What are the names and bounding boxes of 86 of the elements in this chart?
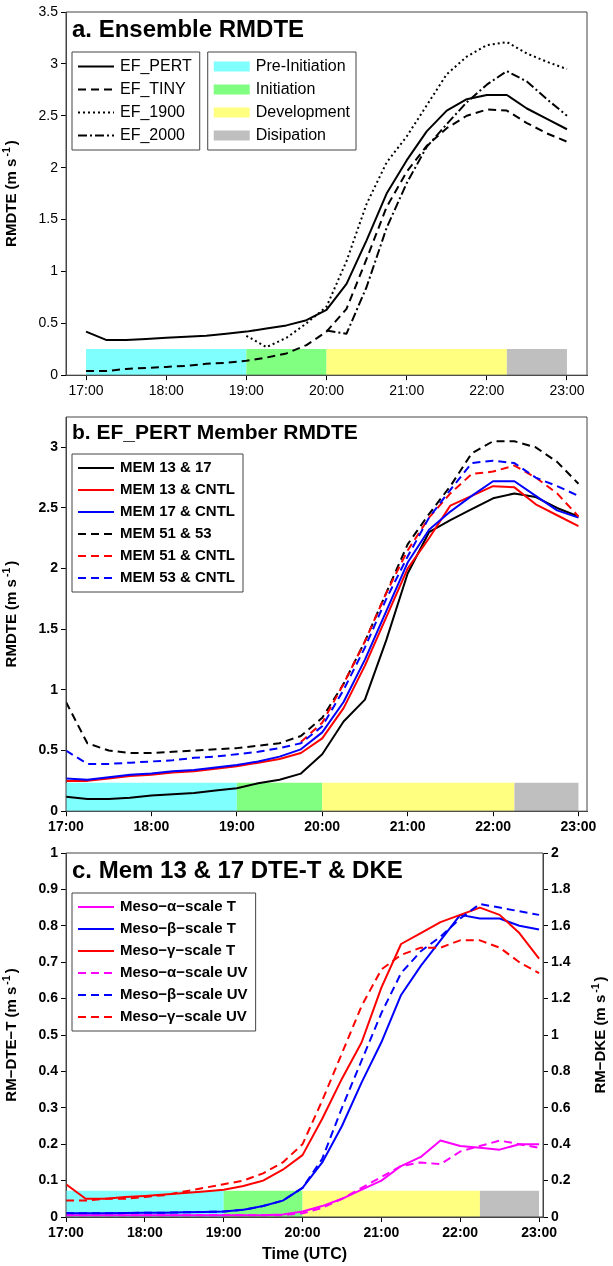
y-tick-label: 1: [50, 843, 59, 860]
y2-tick-label: 0: [551, 1207, 559, 1224]
legend-label: Meso−γ−scale T: [120, 941, 236, 959]
legend-label: EF_TINY: [120, 79, 187, 98]
x-tick-label: 19:00: [218, 818, 255, 835]
y-tick-label: 2.5: [38, 498, 59, 515]
x-tick-label: 17:00: [48, 1224, 85, 1241]
y2-axis-title: RM−DKE (m s-1): [588, 976, 609, 1094]
y-tick-label: 3: [50, 54, 59, 71]
y-tick-label: 1.5: [38, 210, 59, 227]
chart-title: b. EF_PERT Member RMDTE: [72, 420, 358, 444]
x-tick-label: 18:00: [126, 1224, 163, 1241]
x-tick-label: 18:00: [148, 382, 184, 399]
y-tick-label: 0.2: [38, 1135, 59, 1152]
y-tick-label: 0.8: [38, 916, 59, 933]
legend-label: Development: [255, 102, 351, 120]
y-tick-label: 0.9: [38, 880, 59, 897]
legend-label: EF_2000: [120, 125, 186, 144]
legend-label: MEM 51 & 53: [120, 524, 212, 542]
x-tick-label: 18:00: [133, 818, 170, 835]
y-tick-label: 0.3: [38, 1098, 59, 1115]
x-tick-label: 23:00: [560, 818, 597, 835]
legend-label: Meso−β−scale UV: [120, 985, 248, 1003]
legend-label: Meso−γ−scale UV: [120, 1007, 247, 1025]
y-axis-title: RMDTE (m s-1): [0, 140, 20, 247]
x-tick-label: 22:00: [469, 382, 505, 399]
y2-tick-label: 0.4: [551, 1135, 571, 1152]
y-tick-label: 0.4: [38, 1062, 59, 1079]
x-tick-label: 20:00: [308, 382, 345, 399]
y2-tick-label: 1.6: [551, 916, 571, 933]
y-tick-label: 0.5: [38, 314, 59, 331]
x-tick-label: 23:00: [549, 382, 585, 399]
y-tick-label: 0: [50, 1207, 59, 1224]
legend-label: Meso−β−scale T: [120, 919, 236, 937]
y-tick-label: 2: [50, 559, 59, 576]
y-tick-label: 2: [50, 158, 59, 175]
y2-tick-label: 0.8: [551, 1062, 571, 1079]
legend-label: Initiation: [255, 79, 316, 97]
y2-tick-label: 0.6: [551, 1098, 571, 1115]
x-tick-label: 23:00: [521, 1224, 558, 1241]
y2-tick-label: 0.2: [551, 1171, 571, 1188]
y-tick-label: 0.7: [38, 953, 59, 970]
y-tick-label: 0.6: [38, 989, 59, 1006]
legend-label: EF_PERT: [120, 56, 192, 75]
chart-title: c. Mem 13 & 17 DTE-T & DKE: [72, 855, 403, 883]
x-tick-label: 21:00: [389, 382, 425, 399]
y2-tick-label: 1.8: [551, 880, 571, 897]
y2-tick-label: 1.2: [551, 989, 571, 1006]
y-tick-label: 3: [50, 438, 59, 455]
y-tick-label: 1.5: [38, 620, 59, 637]
x-tick-label: 19:00: [228, 382, 265, 399]
legend-label: EF_1900: [120, 102, 186, 121]
legend-label: Meso−α−scale UV: [120, 963, 248, 981]
y-axis-title: RM−DTE−T (m s-1): [0, 968, 20, 1102]
chart-title: a. Ensemble RMDTE: [72, 14, 305, 42]
y2-tick-label: 1: [551, 1025, 559, 1042]
y-tick-label: 3.5: [38, 2, 59, 19]
y-tick-label: 0: [50, 366, 59, 383]
x-tick-label: 21:00: [389, 818, 426, 835]
legend-label: MEM 53 & CNTL: [120, 568, 236, 586]
y-tick-label: 2.5: [38, 106, 59, 123]
y-axis-title: RMDTE (m s-1): [0, 560, 20, 668]
y-tick-label: 0.5: [38, 1025, 59, 1042]
legend-label: Disipation: [255, 125, 326, 143]
y2-tick-label: 2: [551, 843, 559, 860]
x-tick-label: 20:00: [304, 818, 341, 835]
y-tick-label: 0.5: [38, 741, 59, 758]
legend-label: MEM 17 & CNTL: [120, 502, 236, 520]
y2-tick-label: 1.4: [551, 953, 571, 970]
x-tick-label: 22:00: [442, 1224, 479, 1241]
legend-label: MEM 13 & 17: [120, 458, 212, 476]
x-tick-label: 21:00: [363, 1224, 400, 1241]
y-tick-label: 0.1: [38, 1171, 59, 1188]
y-tick-label: 0: [50, 802, 59, 819]
x-tick-label: 19:00: [205, 1224, 242, 1241]
y-tick-label: 1: [50, 262, 59, 279]
legend-label: Pre-Initiation: [255, 56, 346, 74]
x-tick-label: 22:00: [475, 818, 512, 835]
legend-label: MEM 51 & CNTL: [120, 546, 236, 564]
x-axis-title: Time (UTC): [261, 1244, 348, 1262]
x-tick-label: 17:00: [68, 382, 104, 399]
legend-label: MEM 13 & CNTL: [120, 480, 236, 498]
y-tick-label: 1: [50, 680, 59, 697]
x-tick-label: 17:00: [48, 818, 85, 835]
x-tick-label: 20:00: [284, 1224, 321, 1241]
legend-label: Meso−α−scale T: [120, 897, 236, 915]
